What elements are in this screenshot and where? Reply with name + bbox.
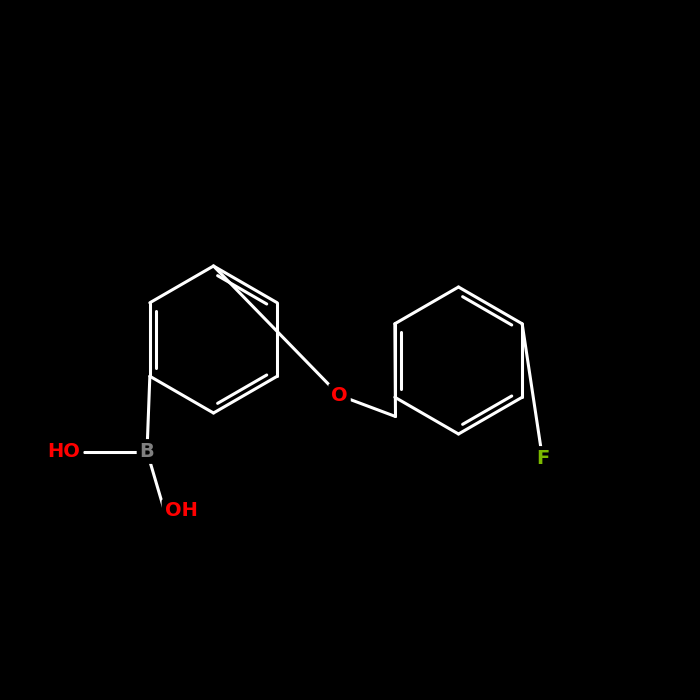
Text: F: F (536, 449, 549, 468)
Text: B: B (139, 442, 155, 461)
Text: OH: OH (164, 501, 197, 521)
Text: HO: HO (48, 442, 80, 461)
Text: O: O (331, 386, 348, 405)
